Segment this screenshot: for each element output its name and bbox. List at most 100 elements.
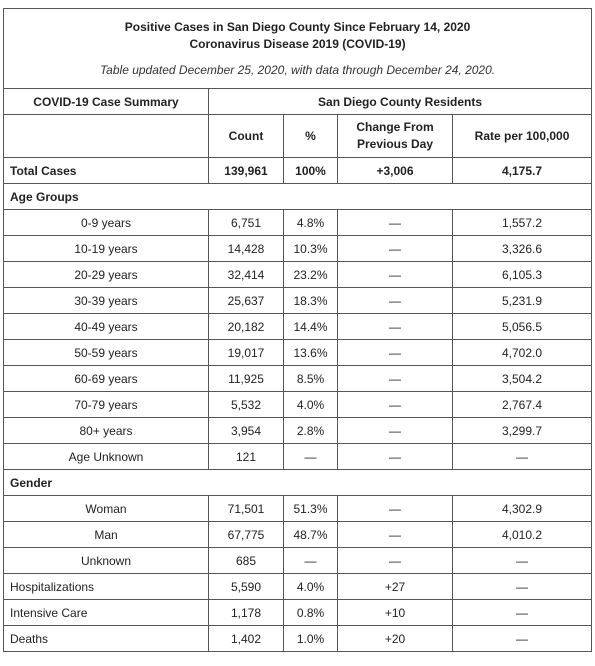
cell: 0.8% (283, 599, 338, 626)
cell: 51.3% (283, 495, 338, 522)
cell: — (337, 417, 453, 444)
title-cell: Positive Cases in San Diego County Since… (2, 8, 593, 89)
cell: 1,557.2 (451, 209, 593, 236)
data-row: 30-39 years 25,637 18.3% —5,231.9 (3, 287, 593, 314)
row-label: 80+ years (3, 417, 209, 444)
cell: +3,006 (337, 157, 453, 184)
row-label: Woman (3, 495, 209, 522)
column-header: Count (208, 114, 284, 158)
row-label: 20-29 years (3, 261, 209, 288)
cell: — (283, 547, 338, 574)
cell: 1.0% (283, 625, 338, 652)
cell: 18.3% (283, 287, 338, 314)
column-header: Change From Previous Day (337, 114, 453, 158)
cell: +27 (337, 573, 453, 600)
data-row: 80+ years 3,954 2.8% —3,299.7 (3, 417, 593, 444)
cell: 67,775 (208, 521, 284, 548)
cell: — (337, 443, 453, 470)
cell: 2,767.4 (451, 391, 593, 418)
cell: — (337, 313, 453, 340)
cell: 71,501 (208, 495, 284, 522)
cell: 3,299.7 (451, 417, 593, 444)
row-label: Deaths (3, 625, 209, 652)
data-row: Intensive Care 1,178 0.8% +10— (3, 599, 593, 626)
data-row: Man 67,775 48.7% —4,010.2 (3, 521, 593, 548)
data-row: 40-49 years 20,182 14.4% —5,056.5 (3, 313, 593, 340)
cell: 1,402 (208, 625, 284, 652)
title-row: Positive Cases in San Diego County Since… (2, 8, 593, 89)
row-label: Hospitalizations (3, 573, 209, 600)
cell: — (451, 599, 593, 626)
cell: 4,302.9 (451, 495, 593, 522)
cell: — (451, 625, 593, 652)
cell: +10 (337, 599, 453, 626)
data-row: Deaths 1,402 1.0% +20— (3, 625, 593, 652)
cell: 48.7% (283, 521, 338, 548)
column-header-row: Count% Change From Previous Day Rate per 1… (3, 114, 593, 158)
cell: 121 (208, 443, 284, 470)
data-row: Hospitalizations 5,590 4.0% +27— (3, 573, 593, 600)
cell: 14,428 (208, 235, 284, 262)
cell: 8.5% (283, 365, 338, 392)
cell: 3,504.2 (451, 365, 593, 392)
row-label: 70-79 years (3, 391, 209, 418)
cell: — (337, 495, 453, 522)
cell: — (451, 443, 593, 470)
cell: — (337, 261, 453, 288)
cell: — (451, 547, 593, 574)
group-header: San Diego County Residents (207, 88, 593, 115)
title: Positive Cases in San Diego County Since… (124, 19, 471, 34)
cell: 4.0% (283, 391, 338, 418)
cell: 5,056.5 (451, 313, 593, 340)
data-row: 0-9 years 6,751 4.8% —1,557.2 (3, 209, 593, 236)
cell: — (337, 547, 453, 574)
row-label: 40-49 years (3, 313, 209, 340)
cell: 11,925 (208, 365, 284, 392)
cell: 5,231.9 (451, 287, 593, 314)
cell: 6,105.3 (451, 261, 593, 288)
cell: 4,010.2 (451, 521, 593, 548)
cell: — (337, 209, 453, 236)
cell: 4,175.7 (451, 157, 593, 184)
header-row: COVID-19 Case Summary San Diego County R… (3, 88, 593, 115)
data-row: 70-79 years 5,532 4.0% —2,767.4 (3, 391, 593, 418)
cell: — (337, 391, 453, 418)
subtitle: Coronavirus Disease 2019 (COVID-19) (189, 36, 406, 51)
data-row: Age Unknown 121— — — (3, 443, 593, 470)
cell: 3,954 (208, 417, 284, 444)
row-label: 30-39 years (3, 287, 209, 314)
row-label: 0-9 years (3, 209, 209, 236)
column-header: Rate per 100,000 (451, 114, 593, 158)
cell: 4.0% (283, 573, 338, 600)
summary-header: COVID-19 Case Summary (3, 88, 209, 115)
section-row: Gender (2, 469, 593, 496)
cell: 4,702.0 (451, 339, 593, 366)
cell: 4.8% (283, 209, 338, 236)
data-row: 50-59 years 19,017 13.6% —4,702.0 (3, 339, 593, 366)
cell: 32,414 (208, 261, 284, 288)
data-row: 20-29 years 32,414 23.2% —6,105.3 (3, 261, 593, 288)
cell: — (337, 365, 453, 392)
row-label: Unknown (3, 547, 209, 574)
cell: 3,326.6 (451, 235, 593, 262)
row-label: 10-19 years (3, 235, 209, 262)
cell: — (451, 573, 593, 600)
row-label: 60-69 years (3, 365, 209, 392)
section-row: Age Groups (2, 183, 593, 210)
table-body: Positive Cases in San Diego County Since… (2, 8, 593, 652)
blank-cell (3, 114, 209, 158)
row-label: Age Unknown (3, 443, 209, 470)
cell: 19,017 (208, 339, 284, 366)
cell: 20,182 (208, 313, 284, 340)
cell: 1,178 (208, 599, 284, 626)
row-label: Total Cases (3, 157, 209, 184)
row-label: Man (3, 521, 209, 548)
cell: 5,532 (208, 391, 284, 418)
table-container: Positive Cases in San Diego County Since… (2, 8, 593, 652)
cell: 13.6% (283, 339, 338, 366)
cell: — (283, 443, 338, 470)
cell: — (337, 235, 453, 262)
cell: 685 (208, 547, 284, 574)
cell: — (337, 521, 453, 548)
